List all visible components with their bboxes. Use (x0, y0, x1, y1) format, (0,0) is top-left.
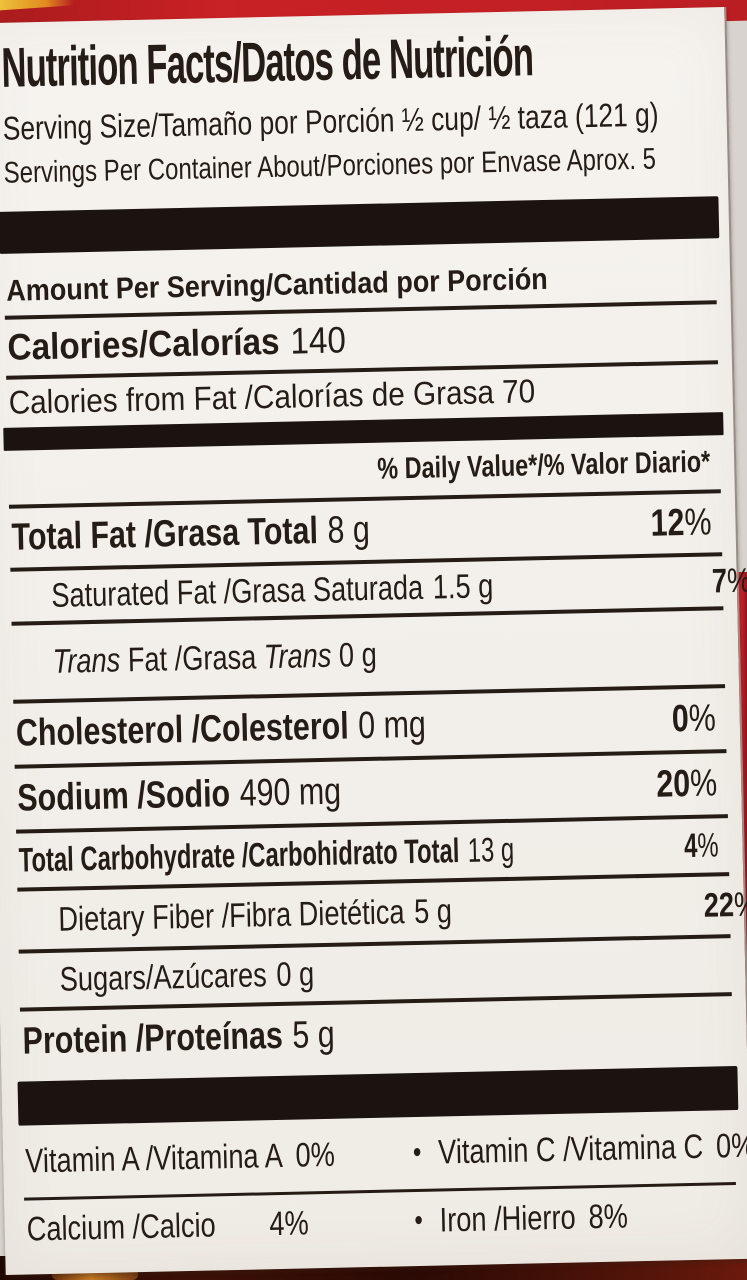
vitamin-c-label: Vitamin C /Vitamina C (437, 1127, 704, 1172)
dv-dietary-fiber: 22% (703, 885, 747, 925)
bullet-separator: • (414, 1203, 424, 1238)
calcium-label: Calcium /Calcio (26, 1205, 217, 1249)
dv-calcium: 4% (268, 1203, 310, 1243)
dv-total-fat: 12% (650, 501, 712, 545)
dv-saturated-fat: 7% (711, 561, 747, 600)
dv-vitamin-a: 0% (295, 1135, 336, 1175)
row-vitamin-a-c: Vitamin A /Vitamina A 0% • Vitamin C /Vi… (24, 1110, 747, 1197)
panel-content: Nutrition Facts/Datos de Nutrición Servi… (0, 16, 747, 1259)
dv-total-carbohydrate: 4% (683, 825, 719, 865)
nutrition-facts-panel: Nutrition Facts/Datos de Nutrición Servi… (0, 6, 747, 1276)
dv-vitamin-c: 0% (715, 1126, 747, 1165)
dv-sodium: 20% (655, 762, 718, 806)
vitamin-a-label: Vitamin A /Vitamina A (24, 1136, 284, 1181)
dv-iron: 8% (588, 1196, 629, 1236)
dv-cholesterol: 0% (671, 697, 717, 741)
iron-label: Iron /Hierro (439, 1198, 577, 1240)
can-label-bottom-glint (52, 1269, 138, 1280)
bullet-separator: • (412, 1135, 422, 1170)
